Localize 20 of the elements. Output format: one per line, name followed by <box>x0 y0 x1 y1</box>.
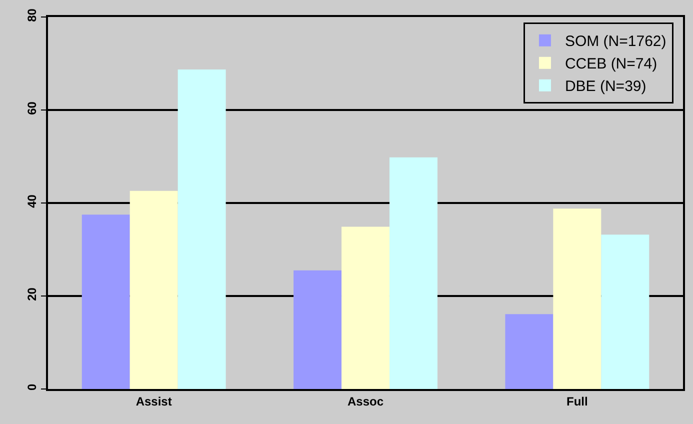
bar <box>601 234 650 389</box>
bar <box>294 270 342 389</box>
legend-label: CCEB (N=74) <box>564 56 658 73</box>
bar <box>178 70 226 389</box>
bar <box>130 190 178 389</box>
y-tick-label: 80 <box>25 8 40 22</box>
y-tick-label: 40 <box>25 194 40 208</box>
y-tick-label: 20 <box>25 287 40 301</box>
bar <box>342 226 390 389</box>
y-tick-label: 0 <box>25 384 40 391</box>
x-tick-label: Assist <box>136 394 172 408</box>
legend-label: SOM (N=1762) <box>564 33 666 50</box>
legend-label: DBE (N=39) <box>564 78 646 96</box>
bar <box>389 157 438 389</box>
bar <box>82 214 130 389</box>
y-tick-label: 60 <box>25 101 40 115</box>
bar <box>505 314 554 389</box>
bar <box>553 208 602 389</box>
x-tick-label: Full <box>566 394 588 408</box>
x-tick-label: Assoc <box>347 394 384 408</box>
